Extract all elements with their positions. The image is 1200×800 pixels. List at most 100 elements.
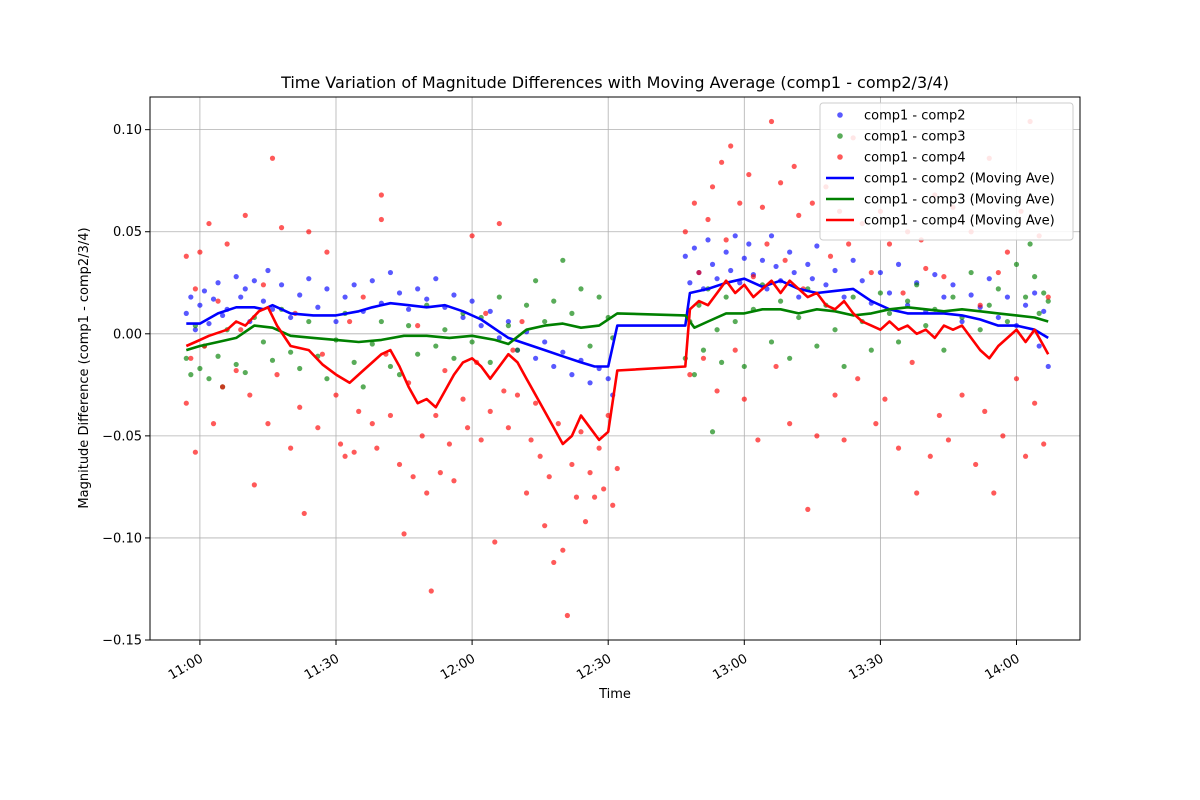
scatter-point <box>700 347 707 353</box>
scatter-point <box>347 318 353 325</box>
scatter-point <box>741 363 747 370</box>
scatter-point <box>542 339 548 345</box>
scatter-point <box>387 269 394 276</box>
scatter-point <box>487 359 493 365</box>
scatter-point <box>750 274 756 280</box>
scatter-point <box>247 392 253 398</box>
scatter-point <box>546 474 552 480</box>
scatter-point <box>877 290 883 296</box>
scatter-point <box>787 355 793 361</box>
scatter-point <box>1000 433 1006 439</box>
scatter-point <box>206 320 212 327</box>
scatter-point <box>210 421 217 427</box>
scatter-point <box>269 306 276 312</box>
scatter-point <box>460 314 466 321</box>
legend-entry: comp1 - comp4 <box>837 151 966 166</box>
scatter-point <box>841 294 847 300</box>
scatter-point <box>219 312 226 319</box>
scatter-point <box>378 216 384 223</box>
scatter-point <box>315 304 321 310</box>
scatter-point <box>768 118 775 125</box>
series-1 <box>183 241 1051 435</box>
scatter-point <box>356 408 362 414</box>
scatter-point <box>805 506 811 512</box>
scatter-point <box>551 559 557 566</box>
scatter-point <box>723 237 729 243</box>
scatter-point <box>855 376 861 382</box>
scatter-point <box>324 376 330 382</box>
scatter-point <box>886 310 893 316</box>
scatter-point <box>242 369 248 376</box>
scatter-point <box>433 343 439 349</box>
scatter-point <box>601 486 607 492</box>
scatter-point <box>306 229 312 235</box>
scatter-point <box>483 310 489 316</box>
scatter-point <box>410 474 416 480</box>
scatter-point <box>269 155 276 161</box>
scatter-point <box>959 392 965 398</box>
scatter-point <box>188 294 194 300</box>
scatter-point <box>905 298 911 304</box>
scatter-point <box>192 449 198 455</box>
y-tick-label: −0.05 <box>102 429 142 444</box>
scatter-point <box>260 339 267 345</box>
scatter-point <box>995 286 1001 292</box>
scatter-point <box>768 233 775 239</box>
scatter-point <box>991 490 997 496</box>
series-5 <box>185 279 1050 446</box>
scatter-point <box>578 286 584 292</box>
scatter-point <box>505 323 511 329</box>
scatter-point <box>501 388 507 394</box>
scatter-point <box>183 400 189 406</box>
scatter-point <box>977 327 983 333</box>
scatter-point <box>387 363 394 370</box>
scatter-point <box>419 433 425 439</box>
scatter-point <box>1045 294 1051 300</box>
scatter-point <box>560 257 566 263</box>
scatter-point <box>950 282 956 288</box>
scatter-point <box>1041 290 1047 296</box>
scatter-point <box>319 351 325 357</box>
scatter-point <box>596 445 602 451</box>
scatter-point <box>569 372 575 378</box>
scatter-point <box>936 412 942 419</box>
scatter-point <box>886 290 893 296</box>
scatter-point <box>868 269 874 276</box>
legend-marker <box>837 154 843 160</box>
scatter-point <box>986 302 992 308</box>
scatter-point <box>183 253 189 259</box>
scatter-point <box>487 408 493 414</box>
scatter-point <box>737 200 743 206</box>
scatter-point <box>796 314 802 321</box>
scatter-point <box>705 216 711 223</box>
scatter-point <box>923 323 929 329</box>
scatter-point <box>210 296 217 302</box>
scatter-point <box>251 482 257 488</box>
scatter-point <box>841 437 847 443</box>
scatter-point <box>814 243 820 249</box>
scatter-point <box>360 294 366 300</box>
scatter-point <box>773 263 779 270</box>
scatter-point <box>369 278 375 284</box>
scatter-point <box>224 241 230 247</box>
legend-entry: comp1 - comp3 (Moving Ave) <box>826 193 1055 208</box>
scatter-point <box>709 261 716 267</box>
scatter-point <box>1022 453 1029 459</box>
scatter-point <box>306 276 312 282</box>
scatter-point <box>777 298 784 304</box>
scatter-point <box>773 363 779 370</box>
scatter-point <box>941 274 947 280</box>
legend-label: comp1 - comp4 <box>864 151 966 166</box>
scatter-point <box>374 445 380 451</box>
scatter-point <box>405 323 412 329</box>
scatter-point <box>460 396 466 402</box>
scatter-point <box>551 363 557 370</box>
scatter-point <box>882 396 888 402</box>
scatter-point <box>691 200 697 206</box>
scatter-point <box>959 318 965 325</box>
scatter-point <box>369 421 375 427</box>
scatter-point <box>478 437 484 443</box>
scatter-point <box>977 302 983 308</box>
scatter-point <box>1027 241 1033 247</box>
scatter-point <box>714 388 720 394</box>
